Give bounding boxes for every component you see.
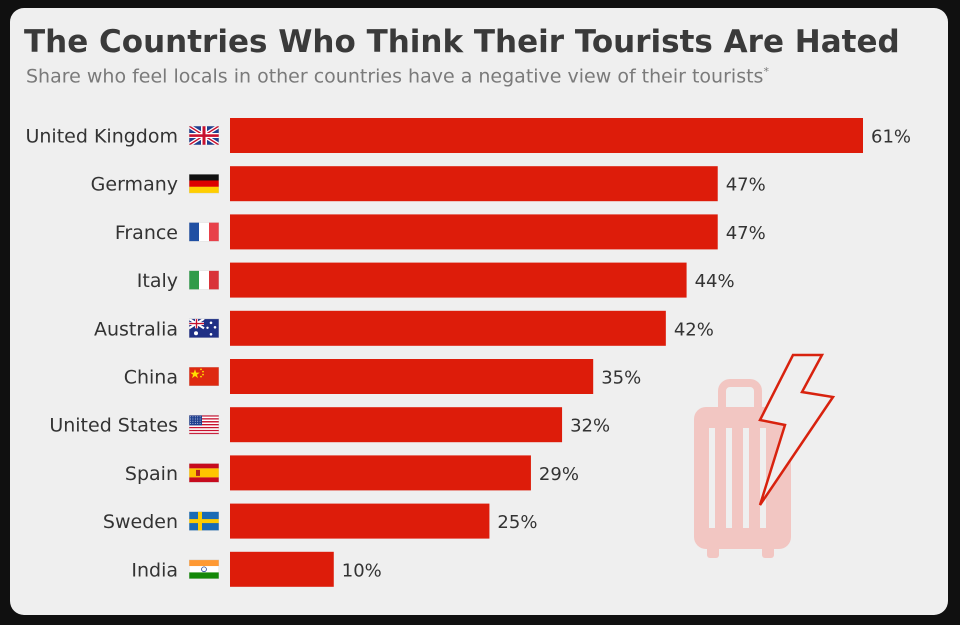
category-label-australia: Australia [94, 318, 178, 340]
bar-united-states [230, 407, 563, 443]
chart-subtitle: Share who feel locals in other countries… [26, 65, 769, 87]
spain-flag-icon [189, 463, 219, 483]
chart-title: The Countries Who Think Their Tourists A… [24, 24, 900, 60]
category-label-france: France [115, 222, 178, 244]
category-label-united-states: United States [49, 415, 178, 437]
uk-flag-icon [189, 126, 219, 145]
value-label-united-states: 32% [570, 416, 610, 437]
category-label-italy: Italy [137, 270, 178, 292]
category-label-china: China [124, 367, 178, 389]
bar-germany [230, 166, 718, 202]
value-label-china: 35% [601, 368, 641, 389]
sweden-flag-icon [189, 511, 219, 531]
bar-italy [230, 262, 687, 298]
france-flag-icon [189, 222, 219, 242]
value-label-india: 10% [342, 560, 382, 581]
category-label-sweden: Sweden [103, 511, 178, 533]
footnote-marker: * [763, 65, 769, 78]
australia-flag-icon [189, 318, 219, 338]
bar-india [230, 551, 334, 587]
italy-flag-icon [189, 270, 219, 290]
value-label-australia: 42% [674, 319, 714, 340]
bar-china [230, 359, 594, 394]
us-flag-icon [189, 415, 219, 435]
category-label-germany: Germany [91, 174, 178, 196]
germany-flag-icon [189, 174, 219, 194]
value-label-italy: 44% [695, 271, 735, 292]
value-label-united-kingdom: 61% [871, 127, 911, 148]
value-label-france: 47% [726, 223, 766, 244]
subtitle-text: Share who feel locals in other countries… [26, 65, 764, 88]
chart-card: The Countries Who Think Their Tourists A… [10, 8, 948, 615]
category-label-spain: Spain [125, 463, 178, 485]
china-flag-icon [189, 367, 219, 386]
bar-united-kingdom [230, 118, 863, 153]
bar-spain [230, 455, 531, 491]
bar-sweden [230, 503, 490, 539]
india-flag-icon [189, 559, 219, 579]
bar-australia [230, 310, 666, 346]
category-label-united-kingdom: United Kingdom [25, 126, 178, 148]
value-label-sweden: 25% [497, 512, 537, 533]
value-label-spain: 29% [539, 464, 579, 485]
bar-france [230, 214, 718, 250]
category-label-india: India [131, 559, 178, 581]
suitcase-lightning-icon [694, 353, 836, 558]
value-label-germany: 47% [726, 175, 766, 196]
bar-chart: United Kingdom 61% Germany 47% France 47% Ital… [25, 118, 911, 587]
